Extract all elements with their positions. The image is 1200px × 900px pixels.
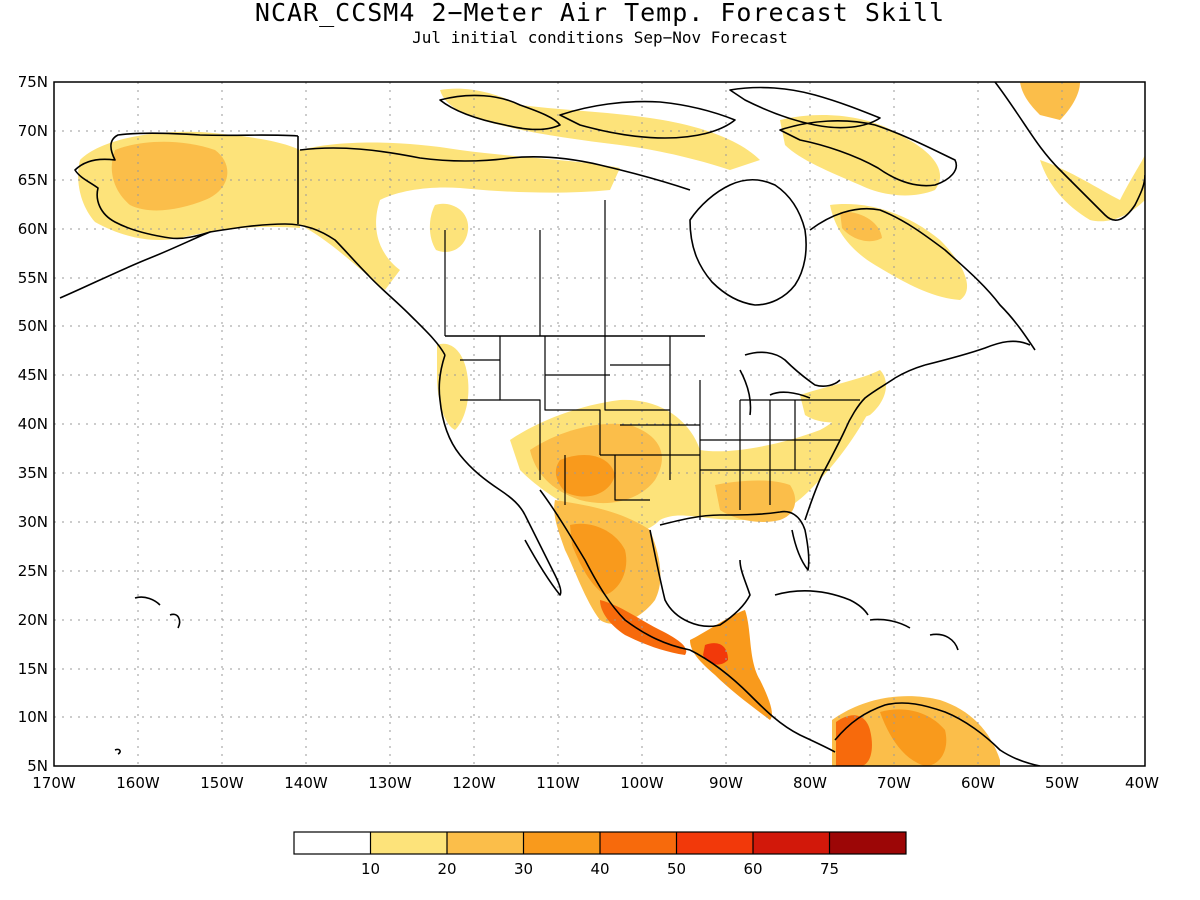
colorbar-label: 60 — [743, 860, 762, 878]
colorbar-swatch — [370, 832, 447, 854]
lat-label: 10N — [18, 708, 48, 726]
lat-label: 55N — [18, 269, 48, 287]
colorbar-swatch — [447, 832, 524, 854]
skill-region-northeast-us — [800, 370, 886, 423]
map-frame — [53, 81, 1146, 767]
lat-label: 60N — [18, 220, 48, 238]
lon-label: 170W — [32, 774, 76, 792]
skill-region-pacific-nw — [437, 343, 469, 430]
lon-label: 50W — [1045, 774, 1079, 792]
colorbar-swatch — [600, 832, 677, 854]
lon-label: 150W — [200, 774, 244, 792]
lon-label: 130W — [368, 774, 412, 792]
lat-label: 45N — [18, 366, 48, 384]
skill-region-greenland-south — [1040, 155, 1145, 222]
lat-label: 65N — [18, 171, 48, 189]
skill-region-alaska-core — [111, 141, 228, 211]
colorbar-label: 50 — [667, 860, 686, 878]
colorbar-swatch — [294, 832, 371, 854]
lon-label: 110W — [536, 774, 580, 792]
skill-region-southeast-us — [715, 480, 796, 522]
colorbar-label: 20 — [437, 860, 456, 878]
colorbar-label: 40 — [590, 860, 609, 878]
skill-region-new-mexico — [555, 455, 615, 497]
colorbar-label: 75 — [820, 860, 839, 878]
lon-label: 40W — [1125, 774, 1159, 792]
lat-label: 20N — [18, 611, 48, 629]
skill-region-guatemala — [703, 643, 728, 665]
skill-region-baffin — [780, 115, 941, 196]
colorbar-swatch — [523, 832, 600, 854]
skill-region-nw-canada — [300, 142, 620, 290]
lat-label: 75N — [18, 73, 48, 91]
lon-label: 120W — [452, 774, 496, 792]
lat-label: 15N — [18, 660, 48, 678]
colorbar-swatch — [829, 832, 906, 854]
lon-label: 60W — [961, 774, 995, 792]
colorbar-swatch — [676, 832, 753, 854]
skill-region-mexico-core — [570, 523, 627, 595]
skill-region-venezuela — [880, 709, 947, 766]
lon-label: 140W — [284, 774, 328, 792]
lat-label: 35N — [18, 464, 48, 482]
lat-label: 30N — [18, 513, 48, 531]
skill-region-mexico-south — [600, 600, 687, 655]
colorbar: 10 20 30 40 50 60 75 — [293, 831, 907, 878]
skill-region-colombia — [836, 715, 872, 766]
lat-axis-labels: 75N 70N 65N 60N 55N 50N 45N 40N 35N 30N … — [18, 73, 48, 775]
colorbar-label: 30 — [514, 860, 533, 878]
map-title: NCAR_CCSM4 2−Meter Air Temp. Forecast Sk… — [254, 0, 946, 27]
map-subtitle: Jul initial conditions Sep−Nov Forecast — [412, 28, 788, 47]
lat-label: 70N — [18, 122, 48, 140]
lat-label: 50N — [18, 317, 48, 335]
lat-label: 5N — [27, 757, 48, 775]
colorbar-swatch — [753, 832, 830, 854]
lon-label: 160W — [116, 774, 160, 792]
lat-label: 25N — [18, 562, 48, 580]
lon-axis-labels: 170W 160W 150W 140W 130W 120W 110W 100W … — [32, 774, 1159, 792]
coastlines — [59, 82, 1145, 766]
lon-label: 100W — [620, 774, 664, 792]
colorbar-label: 10 — [361, 860, 380, 878]
skill-region-central-america — [690, 610, 772, 720]
lon-label: 90W — [709, 774, 743, 792]
lon-label: 80W — [793, 774, 827, 792]
lat-label: 40N — [18, 415, 48, 433]
skill-region-labrador-core — [840, 211, 882, 242]
lon-label: 70W — [877, 774, 911, 792]
skill-region-greenland — [1020, 82, 1080, 120]
skill-region-canada-shield — [429, 203, 469, 252]
